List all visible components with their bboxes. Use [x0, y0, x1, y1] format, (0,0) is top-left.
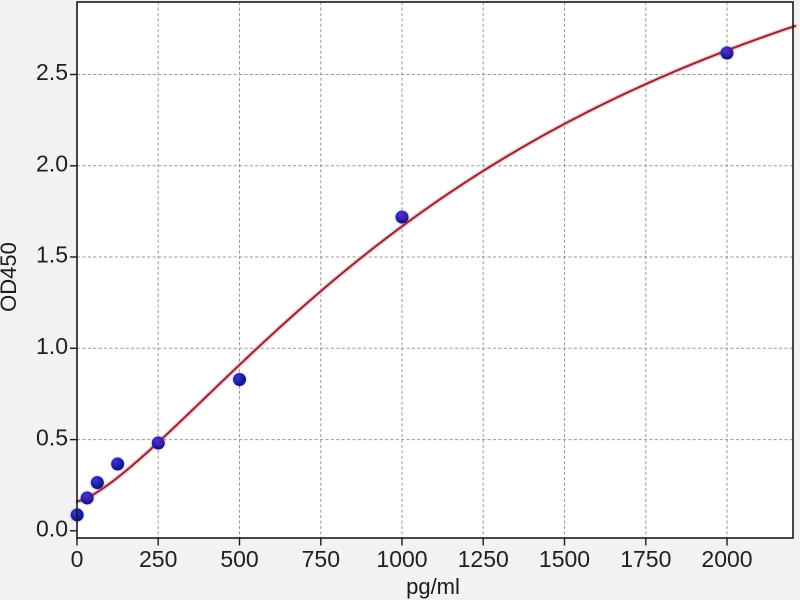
svg-text:1.5: 1.5 [36, 242, 68, 268]
svg-text:0.5: 0.5 [36, 424, 68, 450]
svg-text:0: 0 [71, 546, 84, 572]
svg-text:1750: 1750 [620, 546, 671, 572]
svg-text:1250: 1250 [458, 546, 509, 572]
svg-text:500: 500 [220, 546, 258, 572]
svg-text:2.5: 2.5 [36, 59, 68, 85]
svg-text:pg/ml: pg/ml [406, 574, 460, 599]
svg-text:750: 750 [302, 546, 340, 572]
svg-text:OD450: OD450 [0, 242, 21, 312]
svg-text:250: 250 [139, 546, 177, 572]
svg-text:0.0: 0.0 [36, 516, 68, 542]
svg-text:1000: 1000 [376, 546, 427, 572]
svg-text:1.0: 1.0 [36, 333, 68, 359]
svg-text:2000: 2000 [701, 546, 752, 572]
svg-text:2.0: 2.0 [36, 151, 68, 177]
svg-text:1500: 1500 [539, 546, 590, 572]
